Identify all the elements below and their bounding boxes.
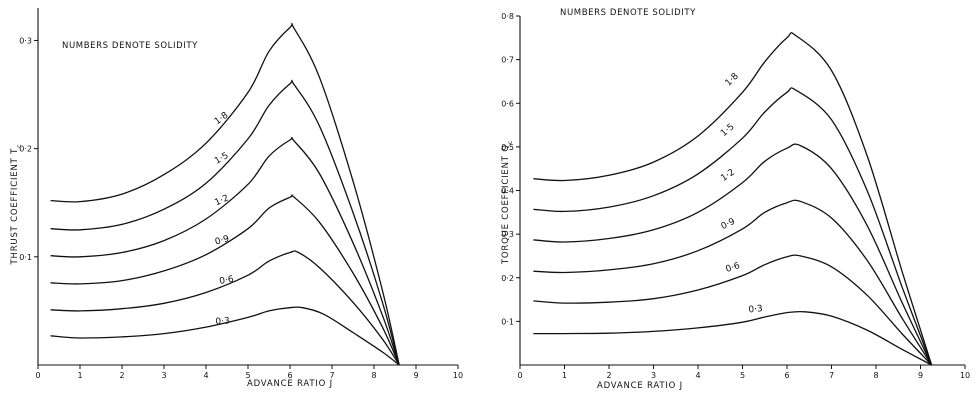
- x-tick-label: 9: [918, 371, 923, 380]
- y-axis-title-subscript: c: [15, 144, 23, 148]
- x-tick-label: 10: [960, 371, 970, 380]
- thrust-coefficient-chart: NUMBERS DENOTE SOLIDITY ADVANCE RATIO J …: [10, 8, 463, 389]
- chart-note: NUMBERS DENOTE SOLIDITY: [62, 41, 198, 51]
- curve-label: 0·3: [748, 304, 763, 315]
- curve-label: 1·8: [213, 110, 231, 127]
- curve-label: 0·9: [720, 217, 737, 232]
- y-tick-label: 0·4: [501, 187, 514, 196]
- curve-label: 0·6: [219, 275, 235, 287]
- series-line: [50, 194, 400, 366]
- x-tick-label: 8: [873, 371, 878, 380]
- y-tick-label: 0·2: [501, 274, 514, 283]
- x-tick-label: 2: [119, 371, 124, 380]
- series-line: [533, 87, 933, 366]
- y-tick-label: 0·8: [501, 12, 514, 21]
- series-line: [533, 254, 933, 366]
- x-tick-label: 9: [413, 371, 418, 380]
- series-line: [533, 310, 932, 366]
- x-tick-label: 4: [695, 371, 700, 380]
- x-tick-label: 5: [245, 371, 250, 380]
- x-tick-label: 1: [562, 371, 567, 380]
- y-axis-title: TORQUE COEFFICIENT Qc: [501, 140, 514, 265]
- y-axis-title-main: THRUST COEFFICIENT T: [10, 148, 20, 266]
- series-line: [50, 136, 400, 366]
- series-line: [533, 32, 933, 366]
- x-tick-label: 7: [329, 371, 334, 380]
- curve-label: 1·2: [213, 193, 230, 208]
- y-tick-label: 0·3: [501, 230, 514, 239]
- x-axis-title: ADVANCE RATIO J: [597, 381, 683, 391]
- y-axis-title-main: TORQUE COEFFICIENT Q: [501, 144, 511, 265]
- y-axis-title-subscript: c: [506, 140, 514, 144]
- series-line: [50, 22, 400, 366]
- x-tick-label: 8: [371, 371, 376, 380]
- torque-coefficient-chart: NUMBERS DENOTE SOLIDITY ADVANCE RATIO J …: [501, 8, 970, 391]
- x-tick-label: 5: [740, 371, 745, 380]
- x-tick-label: 0: [35, 371, 40, 380]
- x-tick-label: 3: [161, 371, 166, 380]
- y-tick-label: 0·3: [19, 36, 32, 45]
- y-tick-label: 0·6: [501, 99, 514, 108]
- curve-label: 1·2: [719, 168, 736, 184]
- x-tick-label: 1: [77, 371, 82, 380]
- curve-label: 1·5: [213, 151, 230, 167]
- x-axis-title: ADVANCE RATIO J: [247, 379, 333, 389]
- x-tick-label: 6: [287, 371, 292, 380]
- curve-label: 0·3: [215, 316, 230, 327]
- x-tick-label: 6: [784, 371, 789, 380]
- x-tick-label: 3: [651, 371, 656, 380]
- series-line: [50, 250, 400, 366]
- series-line: [50, 79, 400, 366]
- chart-note: NUMBERS DENOTE SOLIDITY: [560, 8, 696, 18]
- x-tick-label: 4: [203, 371, 208, 380]
- y-tick-label: 0·1: [19, 253, 32, 262]
- x-tick-label: 2: [606, 371, 611, 380]
- y-tick-label: 0·5: [501, 143, 514, 152]
- series-line: [533, 143, 933, 366]
- series-line: [533, 199, 933, 366]
- curve-label: 1·5: [719, 122, 736, 139]
- curve-label: 0·6: [725, 261, 742, 275]
- x-tick-label: 7: [829, 371, 834, 380]
- y-tick-label: 0·1: [501, 317, 514, 326]
- y-tick-label: 0·2: [19, 145, 32, 154]
- y-tick-label: 0·7: [501, 56, 514, 65]
- y-axis-title: THRUST COEFFICIENT Tc: [10, 144, 23, 266]
- x-tick-label: 0: [517, 371, 522, 380]
- curve-label: 1·8: [724, 71, 741, 88]
- curve-label: 0·9: [214, 234, 231, 248]
- x-tick-label: 10: [453, 371, 463, 380]
- series-line: [50, 306, 400, 366]
